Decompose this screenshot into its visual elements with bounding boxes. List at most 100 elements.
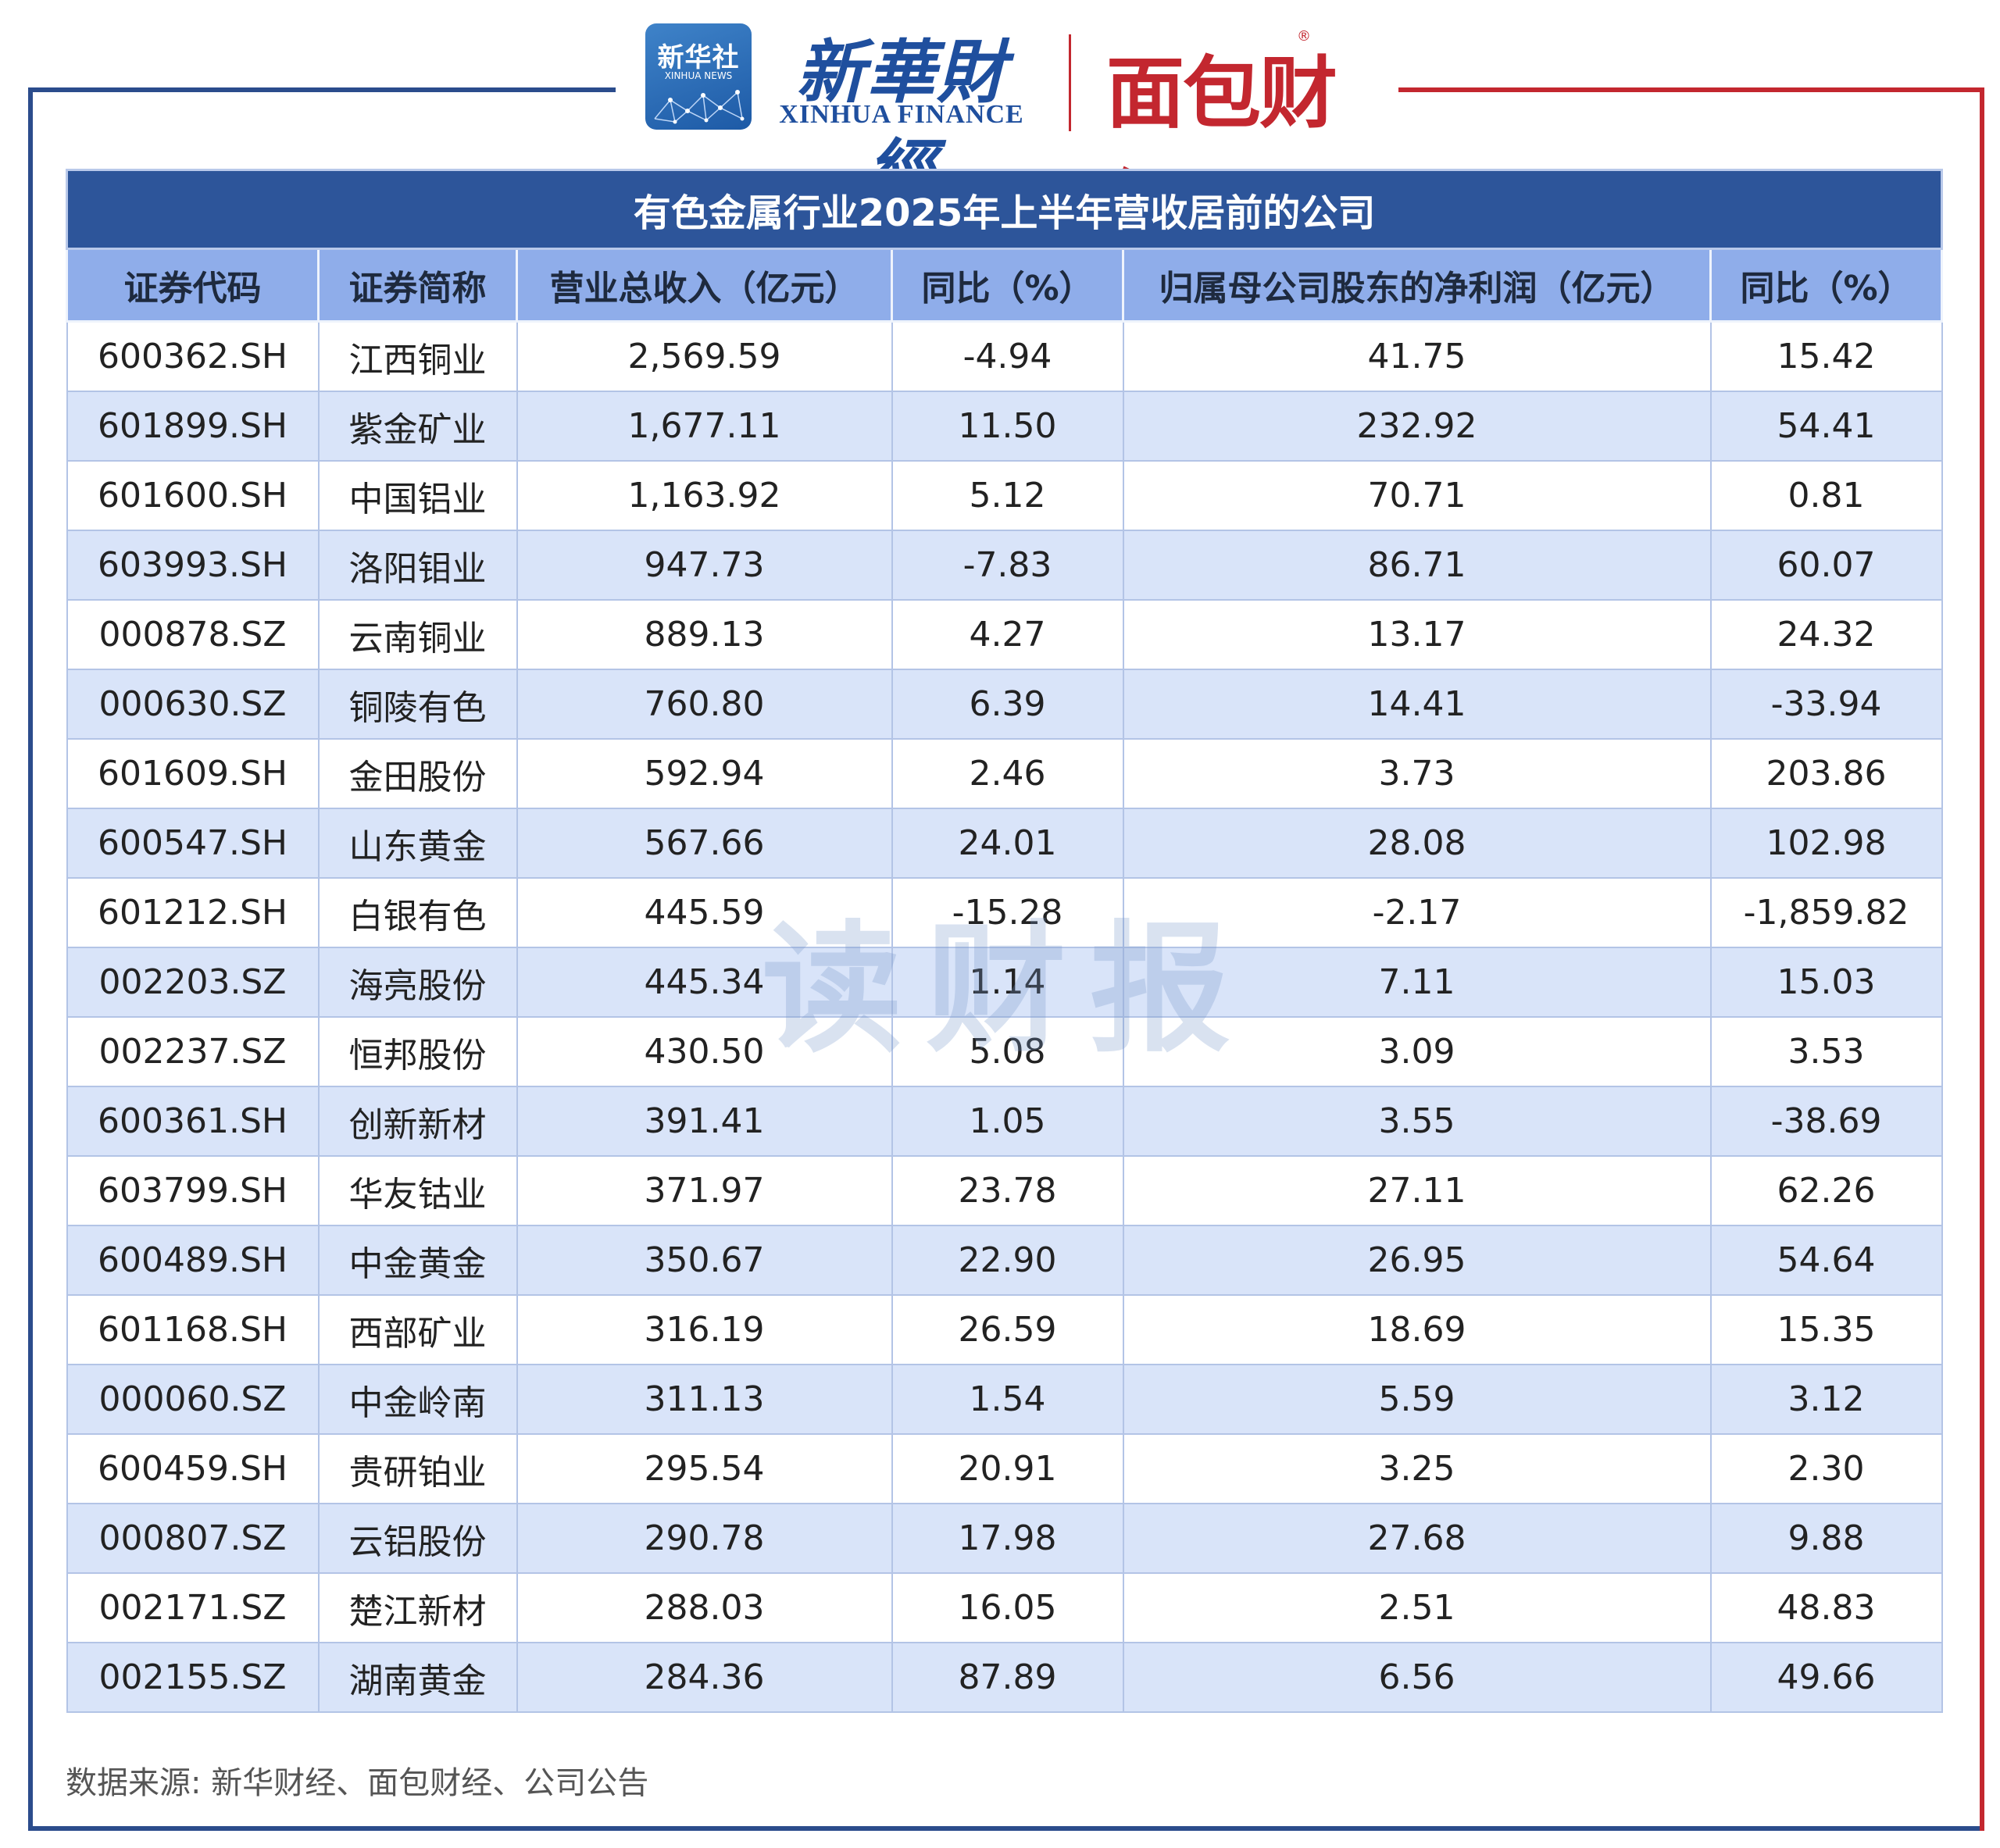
cell-name: 创新新材 xyxy=(317,1086,518,1157)
table-row: 000807.SZ 云铝股份 290.78 17.98 27.68 9.88 xyxy=(66,1503,1943,1574)
frame-line-bottom xyxy=(28,1826,1984,1831)
cell-net-profit: 13.17 xyxy=(1122,599,1712,670)
cell-revenue-yoy: 23.78 xyxy=(891,1155,1124,1226)
cell-net-profit: -2.17 xyxy=(1122,877,1712,948)
cell-code: 601168.SH xyxy=(66,1294,320,1365)
cell-code: 000630.SZ xyxy=(66,669,320,740)
table-row: 603993.SH 洛阳钼业 947.73 -7.83 86.71 60.07 xyxy=(66,530,1943,601)
cell-revenue-yoy: 5.12 xyxy=(891,460,1124,531)
table-row: 002203.SZ 海亮股份 445.34 1.14 7.11 15.03 xyxy=(66,947,1943,1018)
cell-name: 楚江新材 xyxy=(317,1572,518,1643)
cell-profit-yoy: 102.98 xyxy=(1709,808,1943,879)
cell-revenue: 350.67 xyxy=(516,1225,893,1296)
cell-revenue: 391.41 xyxy=(516,1086,893,1157)
cell-name: 金田股份 xyxy=(317,738,518,809)
cell-code: 601600.SH xyxy=(66,460,320,531)
cell-profit-yoy: -33.94 xyxy=(1709,669,1943,740)
column-header-profit-yoy: 同比（%） xyxy=(1709,248,1944,323)
cell-name: 江西铜业 xyxy=(317,320,518,392)
table-body: 600362.SH 江西铜业 2,569.59 -4.94 41.75 15.42 6018… xyxy=(66,320,1943,1713)
xinhua-finance-logo-en: XINHUA FINANCE xyxy=(779,100,1024,129)
cell-revenue: 760.80 xyxy=(516,669,893,740)
cell-profit-yoy: 60.07 xyxy=(1709,530,1943,601)
table-row: 600489.SH 中金黄金 350.67 22.90 26.95 54.64 xyxy=(66,1225,1943,1296)
cell-revenue: 567.66 xyxy=(516,808,893,879)
cell-code: 002237.SZ xyxy=(66,1016,320,1087)
column-header-revenue-yoy: 同比（%） xyxy=(891,248,1124,323)
column-header-revenue: 营业总收入（亿元） xyxy=(516,248,893,323)
table-row: 600547.SH 山东黄金 567.66 24.01 28.08 102.98 xyxy=(66,808,1943,879)
cell-revenue: 284.36 xyxy=(516,1642,893,1713)
table-row: 601212.SH 白银有色 445.59 -15.28 -2.17 -1,859.82 xyxy=(66,877,1943,948)
column-header-code: 证券代码 xyxy=(66,248,320,323)
table-row: 002237.SZ 恒邦股份 430.50 5.08 3.09 3.53 xyxy=(66,1016,1943,1087)
cell-profit-yoy: 3.12 xyxy=(1709,1364,1943,1435)
cell-code: 000878.SZ xyxy=(66,599,320,670)
cell-code: 603993.SH xyxy=(66,530,320,601)
cell-profit-yoy: -1,859.82 xyxy=(1709,877,1943,948)
cell-code: 600459.SH xyxy=(66,1433,320,1504)
cell-name: 云南铜业 xyxy=(317,599,518,670)
cell-revenue-yoy: 17.98 xyxy=(891,1503,1124,1574)
table-row: 600459.SH 贵研铂业 295.54 20.91 3.25 2.30 xyxy=(66,1433,1943,1504)
cell-profit-yoy: 24.32 xyxy=(1709,599,1943,670)
header-divider xyxy=(1069,34,1071,131)
cell-code: 601899.SH xyxy=(66,391,320,462)
frame-line-red-side xyxy=(1980,87,1984,1831)
cell-revenue: 288.03 xyxy=(516,1572,893,1643)
cell-name: 中金黄金 xyxy=(317,1225,518,1296)
cell-net-profit: 3.09 xyxy=(1122,1016,1712,1087)
table-row: 000630.SZ 铜陵有色 760.80 6.39 14.41 -33.94 xyxy=(66,669,1943,740)
table-title-row: 有色金属行业2025年上半年营收居前的公司 xyxy=(65,169,1944,250)
cell-revenue: 290.78 xyxy=(516,1503,893,1574)
cell-net-profit: 5.59 xyxy=(1122,1364,1712,1435)
cell-name: 恒邦股份 xyxy=(317,1016,518,1087)
cell-revenue: 445.34 xyxy=(516,947,893,1018)
table-row: 603799.SH 华友钴业 371.97 23.78 27.11 62.26 xyxy=(66,1155,1943,1226)
table-row: 002155.SZ 湖南黄金 284.36 87.89 6.56 49.66 xyxy=(66,1642,1943,1713)
cell-name: 山东黄金 xyxy=(317,808,518,879)
cell-revenue: 2,569.59 xyxy=(516,320,893,392)
cell-revenue-yoy: 24.01 xyxy=(891,808,1124,879)
cell-revenue: 445.59 xyxy=(516,877,893,948)
cell-net-profit: 27.68 xyxy=(1122,1503,1712,1574)
cell-revenue-yoy: -15.28 xyxy=(891,877,1124,948)
cell-revenue-yoy: 1.14 xyxy=(891,947,1124,1018)
cell-code: 603799.SH xyxy=(66,1155,320,1226)
table-header-row: 证券代码 证券简称 营业总收入（亿元） 同比（%） 归属母公司股东的净利润（亿元… xyxy=(66,248,1944,323)
table-row: 600362.SH 江西铜业 2,569.59 -4.94 41.75 15.42 xyxy=(66,320,1943,392)
cell-name: 华友钴业 xyxy=(317,1155,518,1226)
table-row: 000878.SZ 云南铜业 889.13 4.27 13.17 24.32 xyxy=(66,599,1943,670)
table-row: 002171.SZ 楚江新材 288.03 16.05 2.51 48.83 xyxy=(66,1572,1943,1643)
cell-profit-yoy: -38.69 xyxy=(1709,1086,1943,1157)
cell-revenue-yoy: 5.08 xyxy=(891,1016,1124,1087)
cell-profit-yoy: 49.66 xyxy=(1709,1642,1943,1713)
table-row: 601168.SH 西部矿业 316.19 26.59 18.69 15.35 xyxy=(66,1294,1943,1365)
cell-revenue-yoy: 1.54 xyxy=(891,1364,1124,1435)
cell-revenue-yoy: 16.05 xyxy=(891,1572,1124,1643)
cell-code: 601609.SH xyxy=(66,738,320,809)
cell-code: 002155.SZ xyxy=(66,1642,320,1713)
revenue-table: 有色金属行业2025年上半年营收居前的公司 证券代码 证券简称 营业总收入（亿元… xyxy=(65,169,1944,1713)
cell-code: 600361.SH xyxy=(66,1086,320,1157)
data-table-container: 有色金属行业2025年上半年营收居前的公司 证券代码 证券简称 营业总收入（亿元… xyxy=(65,169,1944,1713)
cell-net-profit: 27.11 xyxy=(1122,1155,1712,1226)
cell-revenue-yoy: -7.83 xyxy=(891,530,1124,601)
cell-net-profit: 86.71 xyxy=(1122,530,1712,601)
cell-net-profit: 3.25 xyxy=(1122,1433,1712,1504)
cell-net-profit: 3.73 xyxy=(1122,738,1712,809)
cell-name: 西部矿业 xyxy=(317,1294,518,1365)
cell-profit-yoy: 15.42 xyxy=(1709,320,1943,392)
cell-net-profit: 14.41 xyxy=(1122,669,1712,740)
cell-name: 贵研铂业 xyxy=(317,1433,518,1504)
cell-net-profit: 26.95 xyxy=(1122,1225,1712,1296)
cell-net-profit: 41.75 xyxy=(1122,320,1712,392)
table-title: 有色金属行业2025年上半年营收居前的公司 xyxy=(65,169,1944,250)
cell-revenue: 295.54 xyxy=(516,1433,893,1504)
cell-revenue: 430.50 xyxy=(516,1016,893,1087)
cell-profit-yoy: 2.30 xyxy=(1709,1433,1943,1504)
column-header-name: 证券简称 xyxy=(317,248,518,323)
source-note: 数据来源: 新华财经、面包财经、公司公告 xyxy=(66,1765,649,1801)
cell-name: 云铝股份 xyxy=(317,1503,518,1574)
frame-line-red-top xyxy=(1398,87,1984,92)
